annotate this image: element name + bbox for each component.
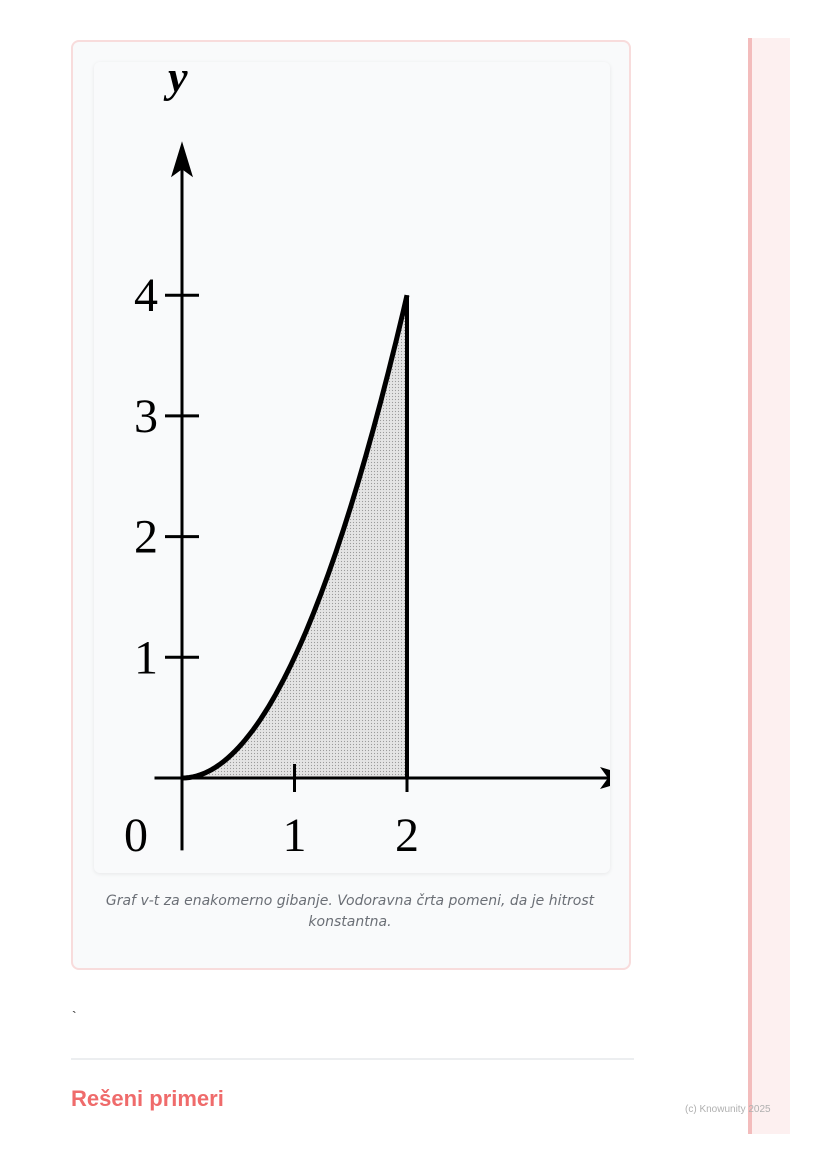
x-tick-label: 2 xyxy=(395,809,419,862)
divider xyxy=(71,1058,634,1060)
origin-label: 0 xyxy=(124,809,148,862)
y-axis-arrow-icon xyxy=(171,141,193,178)
sidebar-panel xyxy=(752,38,790,1134)
copyright-text: (c) Knowunity 2025 xyxy=(685,1104,771,1115)
curve-line xyxy=(181,294,410,781)
y-tick-label: 3 xyxy=(134,390,158,443)
sidebar-border xyxy=(748,38,752,1134)
y-tick-label: 1 xyxy=(134,631,158,684)
stray-text: ` xyxy=(72,1008,77,1024)
section-heading: Rešeni primeri xyxy=(71,1086,224,1111)
y-tick-label: 4 xyxy=(134,269,158,322)
shaded-area xyxy=(182,295,407,778)
y-axis-label: y xyxy=(163,62,188,101)
x-tick-label: 1 xyxy=(283,809,307,862)
y-tick-label: 2 xyxy=(134,511,158,564)
figure-caption: Graf v-t za enakomerno gibanje. Vodoravn… xyxy=(105,893,595,930)
